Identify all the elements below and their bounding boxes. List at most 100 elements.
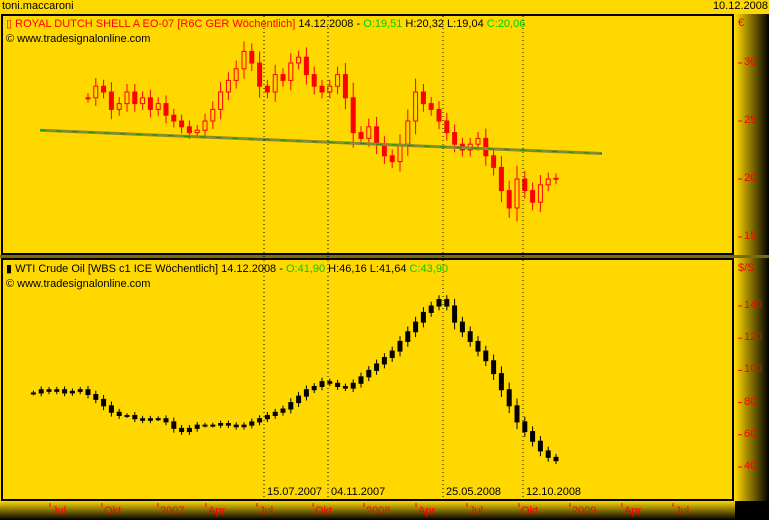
candle-body [264,85,270,93]
candle-icon: ▯ [6,18,13,30]
date-marker-label: 15.07.2007 [267,486,323,498]
x-tick-label: Okt [315,505,333,517]
candle-body [54,389,60,392]
candle-body [202,424,208,427]
candle-body [69,390,75,394]
candle-body [475,137,481,145]
x-tick-label: Apr [208,505,226,517]
candle-body [553,456,559,462]
candle-body [483,137,489,157]
candle-body [498,166,504,192]
candle-body [491,155,497,168]
candle-body [420,311,426,323]
candle-body [405,120,411,145]
header-date: 10.12.2008 [712,0,768,12]
candle-body [335,382,341,387]
y-tick-label: 80 [744,395,757,408]
x-tick-label: Jul [675,505,690,517]
axis-corner [735,501,769,520]
candle-body [428,305,434,313]
date-marker-label: 25.05.2008 [446,486,502,498]
candle-body [397,340,403,352]
candle-body [397,143,403,163]
oil-price-axis[interactable] [735,258,769,501]
trendline-dash [39,129,603,154]
x-tick-label: Apr [418,505,436,517]
oil-chart-panel[interactable] [1,258,734,501]
candle-body [171,421,177,429]
candle-body [405,331,411,342]
candle-body [132,91,138,105]
user-name: toni.maccaroni [2,0,74,12]
shell-open: O:19,51 [363,18,403,30]
candle-body [46,389,52,392]
candle-body [444,120,450,134]
candle-body [77,389,83,392]
panel-splitter[interactable] [0,255,769,258]
x-tick-label: 2007 [160,505,185,517]
candle-body [38,389,44,394]
candle-body [436,108,442,122]
candle-body [303,56,309,76]
candle-body [537,440,543,452]
oil-close: C:43,90 [409,263,449,275]
candle-body [467,331,473,342]
oil-low: L:41,64 [369,263,407,275]
candle-body [116,411,122,416]
candle-body [116,103,122,110]
candle-body [93,85,99,99]
candle-body [366,126,372,139]
candle-body [537,184,543,203]
candle-body [483,350,489,362]
candle-body [280,74,286,81]
candle-body [171,114,177,122]
candle-body [342,74,348,99]
candle-body [272,74,278,93]
candle-body [413,91,419,122]
candle-body [101,85,107,93]
candle-body [553,177,559,180]
candle-body [436,299,442,307]
candle-body [350,382,356,389]
candle-body [257,418,263,423]
x-tick-label: Jul [259,505,274,517]
oil-high: H:46,16 [328,263,367,275]
time-axis[interactable] [0,501,735,520]
shell-source-text: www.tradesignalonline.com [17,33,151,45]
candle-body [319,381,325,388]
y-tick-label: 100 [744,363,763,376]
candle-body [179,427,185,433]
candle-body [85,389,91,396]
candle-body [241,50,247,70]
candle-body [249,421,255,426]
candle-body [303,389,309,397]
candle-icon: ▮ [6,263,13,275]
candle-body [124,91,130,105]
candle-body [280,408,286,413]
candle-body [311,386,317,391]
candle-body [85,97,91,100]
candle-body [514,405,520,423]
shell-close: C:20,06 [486,18,526,30]
candle-body [498,373,504,391]
candle-body [514,178,520,209]
oil-date: 14.12.2008 [221,263,277,275]
candle-body [296,56,302,64]
date-marker-label: 12.10.2008 [526,486,582,498]
candle-body [296,395,302,404]
candle-body [389,350,395,359]
shell-price-axis[interactable] [735,14,769,255]
shell-header: ▯ ROYAL DUTCH SHELL A EO-07 [R6C GER Wöc… [6,18,526,30]
candle-body [342,386,348,389]
candle-body [186,126,192,134]
candle-body [257,62,263,87]
candle-body [522,421,528,433]
y-tick-label: 30 [744,56,757,68]
candle-body [381,357,387,365]
candle-body [101,398,107,407]
shell-high: H:20,32 [405,18,444,30]
shell-low: L:19,04 [447,18,484,30]
candle-body [140,97,146,105]
oil-source-text: www.tradesignalonline.com [17,278,151,290]
